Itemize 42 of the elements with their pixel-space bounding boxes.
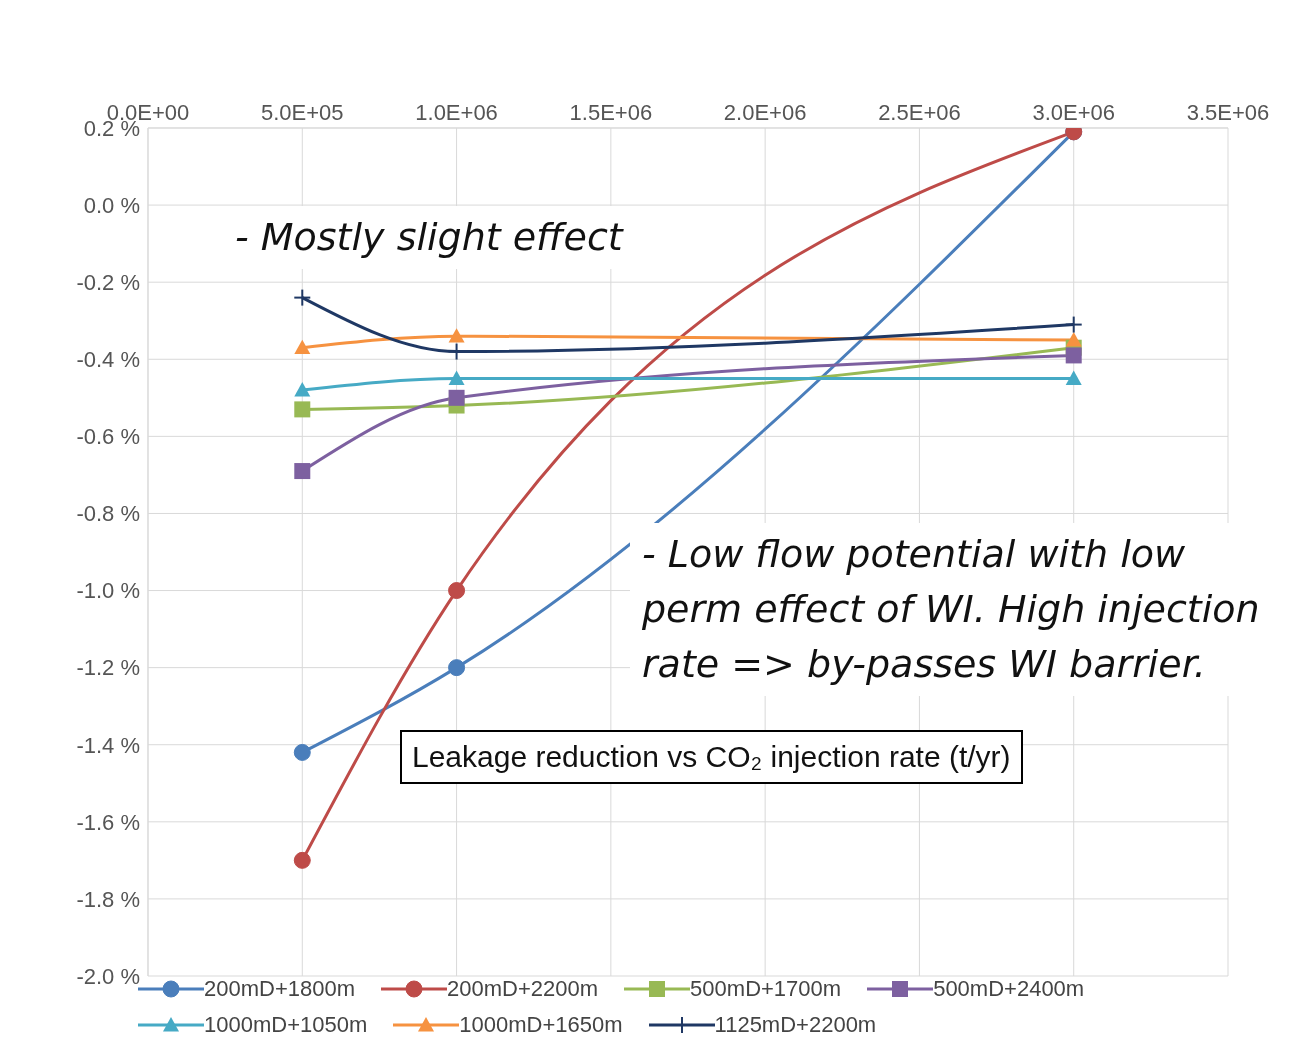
legend-label: 1000mD+1050m bbox=[204, 1012, 368, 1038]
point bbox=[448, 328, 465, 343]
x-tick-label: 3.5E+06 bbox=[1186, 100, 1270, 125]
point bbox=[294, 463, 311, 480]
y-tick-label: -2.0 % bbox=[76, 963, 140, 989]
point bbox=[448, 659, 466, 677]
point bbox=[293, 851, 311, 869]
y-tick-label: -0.2 % bbox=[76, 269, 140, 295]
x-tick-label: 1.0E+06 bbox=[415, 100, 498, 125]
y-tick-label: -1.8 % bbox=[76, 886, 140, 912]
y-tick-label: -0.8 % bbox=[76, 501, 140, 527]
legend-label: 500mD+2400m bbox=[933, 976, 1085, 1002]
legend-label: 200mD+1800m bbox=[204, 976, 356, 1002]
point bbox=[1065, 332, 1082, 347]
annotation: - Mostly slight effect bbox=[223, 206, 687, 270]
point bbox=[293, 743, 311, 761]
point bbox=[1065, 370, 1082, 385]
x-tick-label: 2.0E+06 bbox=[723, 100, 807, 125]
point bbox=[448, 389, 465, 406]
y-tick-label: -1.6 % bbox=[76, 809, 140, 835]
y-tick-label: -0.4 % bbox=[76, 347, 140, 373]
y-tick-label: 0.0 % bbox=[83, 192, 140, 218]
legend-label: 1000mD+1650m bbox=[459, 1012, 623, 1038]
legend-label: 1125mD+2200m bbox=[714, 1012, 877, 1038]
point bbox=[294, 339, 311, 355]
point bbox=[294, 382, 311, 397]
x-tick-label: 3.0E+06 bbox=[1032, 100, 1115, 125]
text: Leakage reduction vs CO₂ injection rate (t/yr) bbox=[400, 730, 1023, 784]
point bbox=[294, 401, 311, 418]
point bbox=[1065, 347, 1082, 364]
x-tick-label: 1.5E+06 bbox=[569, 100, 653, 125]
legend-label: 200mD+2200m bbox=[447, 976, 599, 1002]
point bbox=[448, 370, 465, 385]
legend-label: 500mD+1700m bbox=[690, 976, 842, 1002]
y-tick-label: -1.0 % bbox=[76, 578, 140, 604]
y-tick-label: -1.2 % bbox=[76, 655, 140, 681]
y-tick-label: -1.4 % bbox=[76, 732, 140, 758]
x-tick-label: 2.5E+06 bbox=[878, 100, 961, 125]
y-tick-label: -0.6 % bbox=[76, 424, 140, 450]
x-tick-label: 5.0E+05 bbox=[261, 100, 344, 125]
point bbox=[448, 582, 466, 600]
annotation: - Low flow potential with low perm effect of WI. High injection rate => by-passes WI barrier. bbox=[630, 523, 1294, 697]
